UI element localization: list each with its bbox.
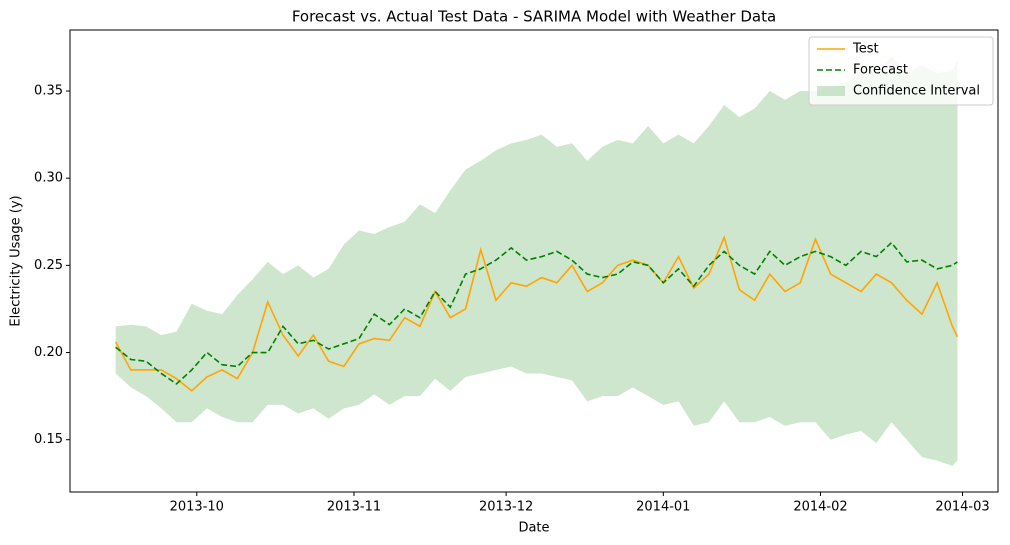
series-line	[115, 241, 958, 385]
x-tick-label: 2013-11	[327, 500, 381, 515]
x-tick-label: 2014-02	[793, 500, 847, 515]
legend-box	[808, 36, 994, 106]
x-tick-label: 2014-03	[935, 500, 989, 515]
x-axis-label: Date	[518, 521, 549, 536]
legend-label: Forecast	[853, 63, 908, 78]
y-axis-label: Electricity Usage (y)	[9, 195, 24, 326]
plot-frame	[69, 29, 999, 493]
y-tick-label: 0.35	[34, 84, 63, 99]
y-tick-label: 0.30	[34, 171, 63, 186]
x-tick-label: 2013-12	[479, 500, 533, 515]
legend-swatch	[817, 86, 845, 96]
y-tick-label: 0.15	[34, 432, 63, 447]
chart-title: Forecast vs. Actual Test Data - SARIMA M…	[292, 8, 776, 26]
legend-label: Test	[852, 42, 879, 57]
y-tick-label: 0.25	[34, 258, 63, 273]
legend: Test Forecast Confidence Interval	[808, 36, 994, 106]
confidence-band	[115, 56, 958, 466]
legend-label: Confidence Interval	[853, 84, 980, 99]
x-tick-label: 2014-01	[636, 500, 690, 515]
x-tick-label: 2013-10	[170, 500, 224, 515]
y-tick-label: 0.20	[34, 345, 63, 360]
series-line	[114, 235, 959, 392]
